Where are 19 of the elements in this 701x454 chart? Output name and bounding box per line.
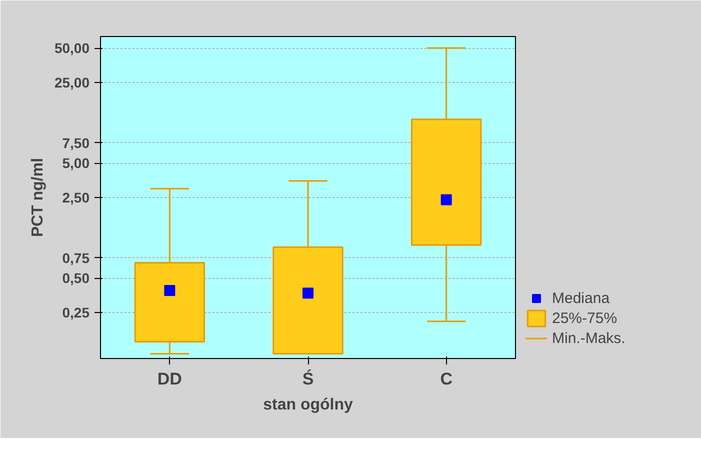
- x-tick-label: DD: [157, 370, 182, 388]
- point: [302, 288, 314, 299]
- x-tick-label: Ś: [302, 368, 314, 388]
- point: [440, 194, 452, 206]
- legend-label: Mediana: [552, 290, 610, 306]
- y-tick-label: 25,00: [54, 74, 90, 91]
- x-tick-label: C: [440, 370, 452, 388]
- point: [164, 285, 176, 296]
- y-tick-label: 7,50: [62, 134, 90, 151]
- y-axis-title: PCT ng/ml: [29, 158, 46, 238]
- x-axis-title: stan ogólny: [263, 396, 353, 414]
- y-tick-label: 2,50: [62, 190, 90, 206]
- y-tick-label: 0,25: [62, 304, 90, 321]
- y-tick-label: 50,00: [54, 40, 90, 56]
- text: Min.-Maks.: [552, 330, 626, 346]
- y-tick-label: 0,50: [62, 270, 90, 286]
- y-tick-label: 5,00: [62, 155, 90, 172]
- legend-label: 25%-75%: [552, 310, 618, 326]
- y-tick-label: 0,75: [62, 250, 90, 266]
